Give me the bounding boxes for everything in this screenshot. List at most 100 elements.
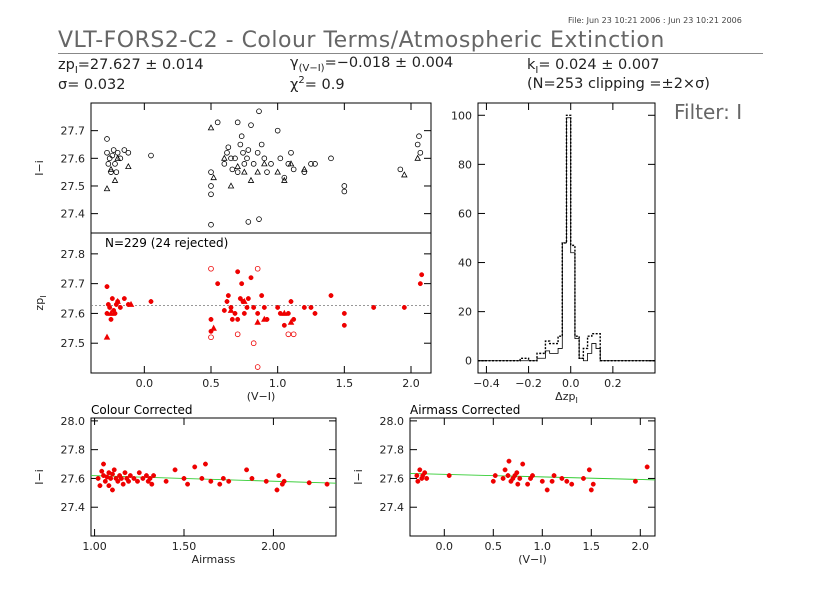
histogram-xlabel-sub: I (575, 396, 577, 405)
corrected-point-triangle (287, 318, 295, 325)
zeropoint-readout: zpI=27.627 ± 0.014 (58, 57, 204, 76)
colour-point-dot (517, 475, 523, 481)
chi-symbol: χ (290, 76, 299, 93)
airmass-point-dot (244, 467, 250, 473)
raw-point-circle (397, 166, 404, 173)
corrected-point-dot (288, 299, 294, 304)
airmass-point-dot (126, 478, 132, 484)
raw-point-circle (261, 155, 268, 162)
raw-point-circle (312, 161, 318, 167)
corrected-ytick-label: 27.8 (61, 248, 86, 261)
raw-point-triangle (281, 176, 288, 183)
raw-point-circle (244, 155, 250, 162)
colour-point-dot (632, 478, 638, 484)
airmass-point-dot (217, 481, 223, 487)
colour-point-dot (514, 470, 520, 476)
corrected-point-dot (235, 269, 241, 275)
corrected-point-triangle (254, 318, 261, 325)
corrected-point-circle (250, 340, 257, 347)
airmass-point-dot (106, 483, 112, 489)
corrected-xtick-label: 1.0 (269, 377, 287, 390)
corrected-point-dot (401, 305, 407, 310)
colour-point-dot (505, 473, 511, 479)
raw-point-circle (117, 155, 124, 162)
airmass-title: Colour Corrected (91, 403, 193, 417)
colour-point-dot (502, 467, 508, 473)
airmass-point-dot (110, 471, 115, 477)
corrected-point-dot (235, 316, 241, 322)
airmass-point-dot (172, 467, 178, 473)
corrected-point-dot (109, 296, 115, 301)
raw-point-circle (125, 149, 132, 156)
gamma-symbol: γ (290, 55, 299, 71)
corrected-point-dot (121, 296, 127, 301)
airmass-point-dot (324, 481, 330, 487)
raw-point-triangle (287, 160, 295, 167)
raw-point-circle (208, 183, 214, 189)
corrected-point-dot (417, 281, 423, 287)
airmass-point-dot (163, 478, 169, 484)
corrected-point-circle (234, 331, 241, 338)
colour-xtick-label: 0.5 (485, 540, 503, 553)
corrected-point-dot (341, 322, 347, 328)
corrected-point-dot (275, 305, 281, 310)
corrected-point-circle (254, 265, 261, 272)
corrected-point-dot (104, 284, 110, 290)
airmass-point-dot (127, 473, 133, 479)
corrected-point-dot (281, 322, 287, 328)
title-rule (58, 53, 763, 54)
airmass-point-dot (135, 478, 140, 484)
colour-point-dot (644, 464, 650, 470)
airmass-point-dot (111, 467, 117, 473)
raw-point-circle (110, 147, 117, 153)
raw-point-circle (234, 119, 241, 126)
colour-panel: 27.4 27.6 27.8 28.0 0.0 0.5 1.0 1.5 2.0 (V−I) I−i A… (352, 403, 656, 566)
raw-point-circle (414, 141, 421, 148)
airmass-xlabel: Airmass (192, 553, 236, 566)
raw-point-circle (148, 152, 154, 159)
histogram-xlabel: ΔzpI (555, 390, 578, 405)
airmass-point-dot (99, 468, 105, 474)
raw-point-triangle (261, 160, 268, 167)
corrected-ylabel-sub: I (39, 295, 48, 297)
colour-point-dot (551, 473, 557, 479)
colour-plot-frame (409, 417, 656, 537)
raw-point-circle (221, 161, 228, 167)
raw-point-circle (308, 161, 314, 167)
corrected-xtick-label: 1.5 (336, 377, 354, 390)
airmass-point-dot (208, 478, 214, 484)
raw-point-circle (105, 161, 112, 167)
histogram-xtick-label: −0.2 (515, 377, 542, 390)
raw-point-circle (241, 161, 248, 167)
corrected-point-dot (244, 305, 250, 310)
raw-point-triangle (125, 162, 132, 170)
histogram-xtick-label: 0.0 (562, 377, 580, 390)
corrected-point-triangle (127, 300, 135, 307)
raw-zeropoint-panel: 27.4 27.5 27.6 27.7 I−i (33, 102, 432, 234)
colour-point-dot (590, 481, 596, 487)
corrected-point-dot (241, 310, 247, 316)
raw-point-circle (225, 144, 232, 151)
corrected-point-dot (312, 310, 318, 316)
raw-point-circle (232, 155, 238, 162)
raw-point-triangle (111, 176, 119, 183)
colour-point-dot (424, 475, 430, 481)
raw-point-circle (254, 149, 261, 156)
airmass-point-dot (185, 481, 191, 487)
raw-point-circle (416, 133, 422, 139)
raw-point-circle (112, 161, 118, 167)
histogram-ytick-label: 80 (458, 158, 472, 171)
colour-point-dot (520, 461, 526, 467)
raw-point-circle (341, 188, 348, 195)
airmass-point-dot (276, 473, 282, 479)
raw-point-triangle (103, 185, 111, 192)
corrected-point-dot (255, 310, 261, 316)
raw-ytick-label: 27.7 (61, 125, 86, 138)
corrected-point-dot (251, 305, 257, 310)
raw-point-triangle (234, 162, 241, 170)
raw-point-circle (341, 183, 348, 189)
raw-point-circle (104, 149, 110, 156)
corrected-point-dot (248, 275, 254, 281)
gamma-value: =−0.018 ± 0.004 (324, 55, 454, 71)
airmass-xtick-label: 1.50 (172, 540, 197, 553)
